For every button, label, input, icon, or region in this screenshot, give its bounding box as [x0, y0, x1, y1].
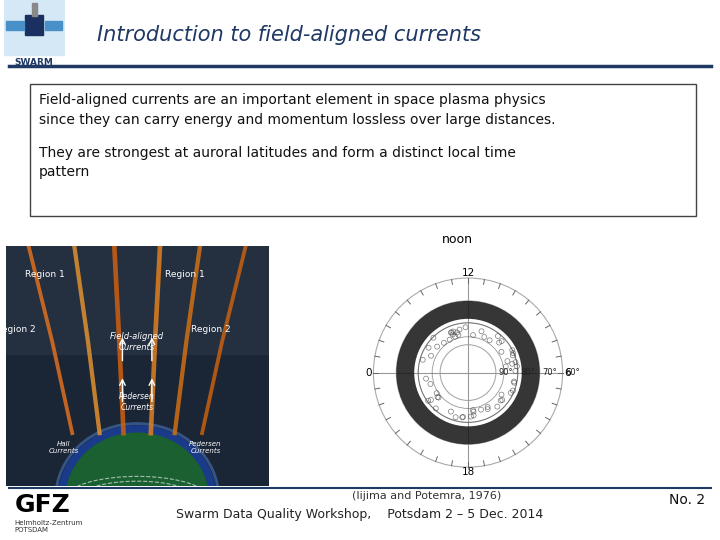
Text: 12: 12	[462, 268, 474, 278]
Circle shape	[58, 426, 216, 540]
Text: Field-aligned
Currents: Field-aligned Currents	[110, 332, 164, 352]
Bar	[6, 246, 269, 354]
Text: Introduction to field-aligned currents: Introduction to field-aligned currents	[97, 25, 481, 45]
Text: 60°: 60°	[566, 368, 580, 377]
FancyBboxPatch shape	[30, 84, 696, 216]
Text: Region 2: Region 2	[0, 325, 36, 334]
Circle shape	[66, 433, 208, 540]
Text: 18: 18	[462, 467, 474, 477]
Text: Region 1: Region 1	[25, 270, 65, 279]
Text: 80°: 80°	[521, 368, 536, 377]
Bar	[4, 0, 65, 55]
Text: 6: 6	[564, 368, 571, 377]
Bar	[45, 21, 63, 30]
Text: Hall
Currents: Hall Currents	[48, 441, 78, 454]
Text: Field-aligned currents are an important element in space plasma physics
since th: Field-aligned currents are an important …	[39, 93, 555, 127]
Text: 0: 0	[365, 368, 372, 377]
Bar	[25, 15, 43, 35]
Text: They are strongest at auroral latitudes and form a distinct local time
pattern: They are strongest at auroral latitudes …	[39, 146, 516, 179]
Text: Region 2: Region 2	[191, 325, 230, 334]
Bar	[32, 3, 37, 16]
Text: noon: noon	[441, 233, 472, 246]
Text: No. 2: No. 2	[670, 492, 706, 507]
Text: 70°: 70°	[543, 368, 557, 377]
Text: GFZ: GFZ	[14, 493, 70, 517]
Bar	[6, 21, 24, 30]
Text: 90°: 90°	[499, 368, 513, 377]
Text: Helmholtz-Zentrum
POTSDAM: Helmholtz-Zentrum POTSDAM	[14, 519, 83, 534]
Text: Swarm Data Quality Workshop,    Potsdam 2 – 5 Dec. 2014: Swarm Data Quality Workshop, Potsdam 2 –…	[176, 508, 544, 521]
Text: Pedersen
Currents: Pedersen Currents	[189, 441, 222, 454]
Wedge shape	[396, 301, 540, 444]
Text: Pedersen
Currents: Pedersen Currents	[120, 392, 155, 411]
Text: Region 1: Region 1	[165, 270, 204, 279]
Text: SWARM: SWARM	[15, 58, 53, 67]
Text: (Iijima and Potemra, 1976): (Iijima and Potemra, 1976)	[352, 491, 502, 502]
